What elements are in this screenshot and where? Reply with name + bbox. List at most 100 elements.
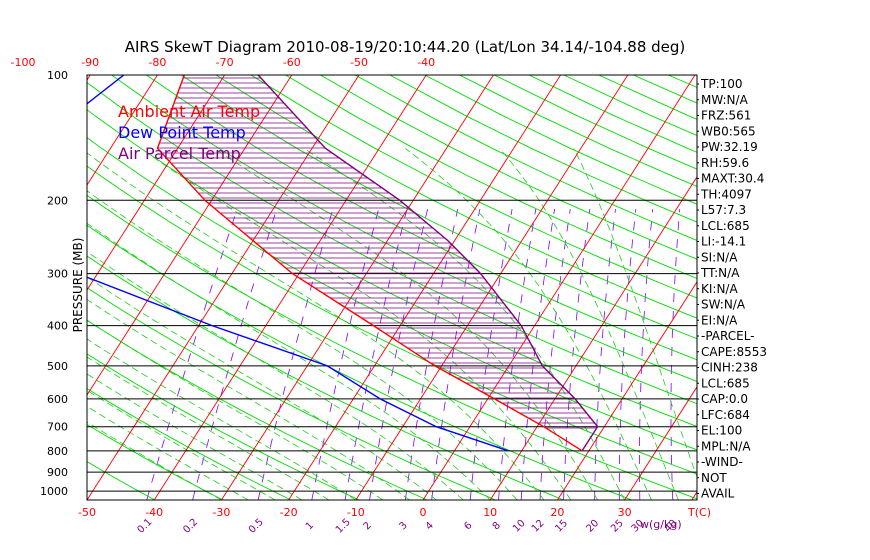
stability-index-label: TT:N/A (700, 266, 740, 280)
bottom-temp-tick-label: -50 (78, 506, 96, 519)
dry-adiabat-line (215, 75, 697, 319)
dry-adiabat-line (0, 75, 19, 500)
mixing-ratio-label: 0.5 (247, 517, 266, 536)
stability-index-label: CAPE:8553 (701, 345, 767, 359)
isotherm-line (221, 75, 494, 500)
legend-entry: Air Parcel Temp (118, 144, 241, 163)
top-temp-tick-label: -50 (350, 56, 368, 69)
top-temp-tick-label: -90 (81, 56, 99, 69)
stability-index-label: FRZ:561 (701, 109, 751, 123)
dry-adiabat-line (87, 81, 697, 405)
mixing-ratio-label: 4 (424, 520, 436, 532)
moist-adiabat-line (87, 190, 518, 500)
stability-index-label: EI:N/A (701, 313, 738, 327)
pressure-tick-label: 700 (47, 421, 68, 434)
mixing-ratio-label: 3 (397, 520, 409, 532)
stability-index-label: L57:7.3 (701, 203, 746, 217)
stability-index-label: WB0:565 (701, 124, 756, 138)
mixing-ratio-label: 10 (511, 518, 528, 535)
pressure-tick-label: 500 (47, 360, 68, 373)
stability-index-label: RH:59.6 (701, 156, 749, 170)
stability-index-label: -PARCEL- (701, 329, 755, 343)
bottom-temp-tick-label: -20 (280, 506, 298, 519)
bottom-temp-tick-label: 0 (420, 506, 427, 519)
isotherm-line (624, 386, 697, 500)
isotherm-line (87, 75, 360, 500)
stability-index-label: AVAIL (701, 487, 735, 501)
top-temp-tick-label: -80 (148, 56, 166, 69)
stability-index-label: KI:N/A (701, 282, 738, 296)
moist-adiabat-line (573, 148, 697, 479)
pressure-tick-label: 100 (47, 69, 68, 82)
mixing-ratio-unit-label: w(g/kg) (640, 518, 682, 531)
stability-index-label: LFC:684 (701, 408, 750, 422)
dry-adiabat-line (389, 75, 697, 223)
legend-entry: Ambient Air Temp (118, 102, 260, 121)
dry-adiabat-line (285, 75, 697, 279)
mixing-ratio-line (594, 209, 616, 500)
moist-adiabat-line (87, 152, 545, 500)
mixing-ratio-label: 1.5 (334, 517, 353, 536)
moist-adiabat-line (87, 338, 357, 500)
legend-entry: Dew Point Temp (118, 123, 246, 142)
isotherm-line (0, 75, 23, 500)
mixing-ratio-line (520, 209, 555, 500)
mixing-ratio-label: 0.2 (181, 517, 200, 536)
mixing-ratio-line (311, 209, 379, 500)
pressure-tick-label: 900 (47, 466, 68, 479)
stability-index-label: LCL:685 (701, 219, 750, 233)
isotherm-line (153, 75, 427, 500)
stability-index-label: MW:N/A (701, 93, 749, 107)
stability-index-label: PW:32.19 (701, 140, 758, 154)
stability-index-label: MPL:N/A (701, 439, 751, 453)
mixing-ratio-line (344, 209, 408, 500)
stability-index-label: CINH:238 (701, 361, 758, 375)
dry-adiabat-line (354, 75, 697, 242)
mixing-ratio-line (618, 209, 637, 500)
bottom-temp-tick-label: 10 (483, 506, 497, 519)
pressure-tick-label: 600 (47, 393, 68, 406)
mixing-ratio-label: 8 (491, 520, 503, 532)
isotherm-line (557, 281, 697, 500)
mixing-ratio-label: 12 (530, 518, 547, 535)
isotherm-line (87, 75, 158, 186)
isotherm-line (288, 75, 561, 500)
moist-adiabat-line (87, 405, 249, 500)
moist-adiabat-line (87, 389, 276, 500)
isotherm-line (759, 75, 870, 500)
isotherm-line (489, 176, 697, 500)
stability-index-label: TH:4097 (700, 187, 752, 201)
bottom-temp-tick-label: -40 (145, 506, 163, 519)
dry-adiabat-line (528, 75, 697, 153)
dry-adiabat-line (87, 109, 697, 427)
mixing-ratio-label: 15 (553, 518, 570, 535)
stability-index-label: -WIND- (701, 455, 743, 469)
mixing-ratio-line (670, 209, 681, 500)
dry-adiabat-line (250, 75, 697, 299)
mixing-ratio-line (146, 208, 238, 500)
pressure-tick-label: 1000 (40, 485, 68, 498)
stability-index-label: LCL:685 (701, 376, 750, 390)
dry-adiabat-line (146, 75, 697, 361)
mixing-ratio-label: 2 (362, 520, 374, 532)
mixing-ratio-label: 6 (462, 520, 474, 532)
dry-adiabat-line (87, 136, 697, 451)
mixing-ratio-label: 0.1 (135, 517, 154, 536)
bottom-temp-tick-label: 20 (550, 506, 564, 519)
stability-index-label: NOT (701, 471, 727, 485)
pressure-tick-label: 200 (47, 194, 68, 207)
mixing-ratio-label: 20 (584, 518, 601, 535)
stability-index-label: MAXT:30.4 (701, 172, 764, 186)
moist-adiabat-line (87, 421, 222, 500)
bottom-temp-tick-label: 30 (618, 506, 632, 519)
dry-adiabat-line (459, 75, 697, 187)
top-temp-tick-label: -40 (417, 56, 435, 69)
stability-index-label: SI:N/A (701, 250, 738, 264)
moist-adiabat-line (499, 148, 679, 500)
pressure-tick-label: 800 (47, 445, 68, 458)
dry-adiabat-line (87, 319, 428, 500)
dry-adiabat-line (87, 388, 292, 500)
moist-adiabat-line (87, 373, 303, 500)
pressure-tick-label: 300 (47, 268, 68, 281)
